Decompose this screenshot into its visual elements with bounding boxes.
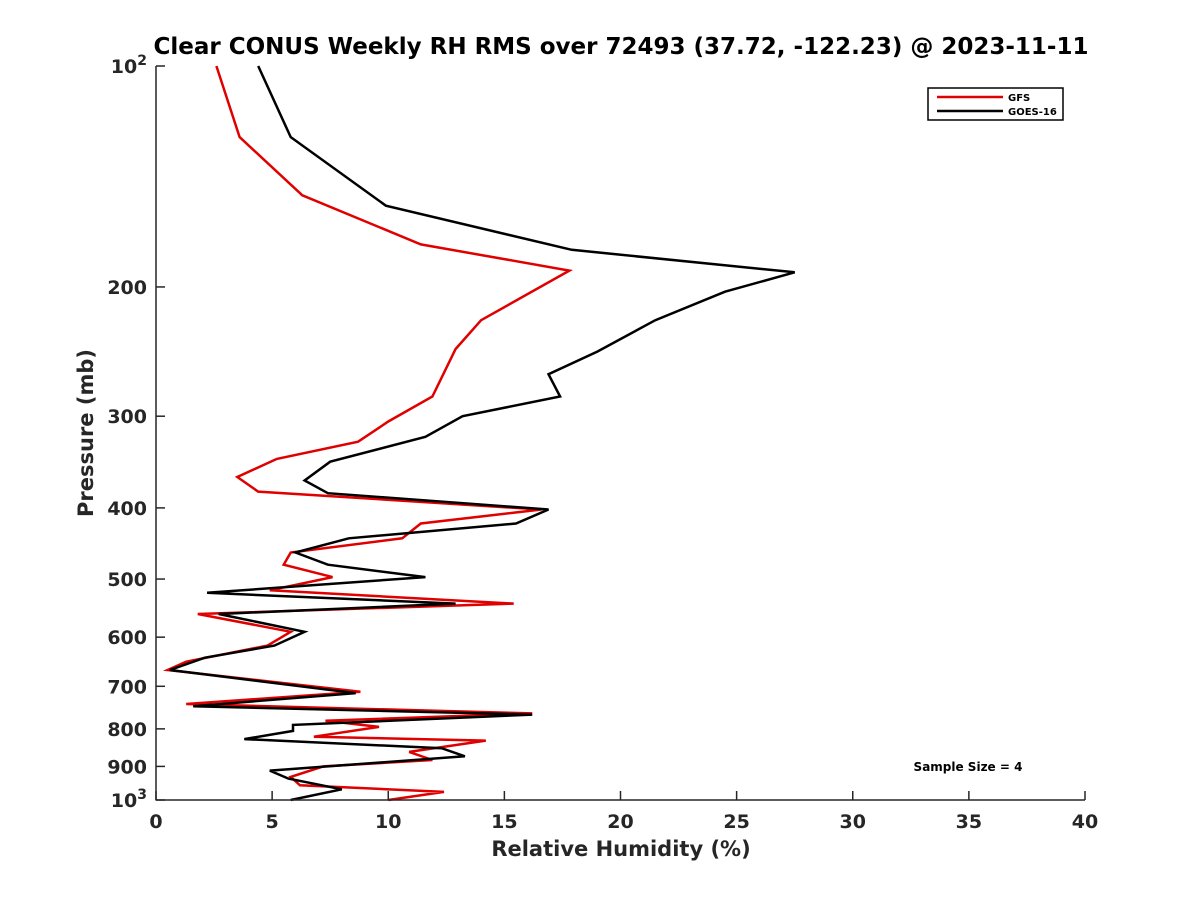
- legend-box: [927, 87, 1064, 121]
- x-tick-label: 5: [266, 811, 279, 833]
- x-tick-label: 35: [956, 811, 982, 833]
- x-tick-label: 20: [607, 811, 633, 833]
- y-tick-label: 200: [107, 277, 147, 299]
- y-tick-label: 900: [107, 756, 147, 778]
- x-tick-label: 10: [375, 811, 401, 833]
- y-tick-label: 103: [111, 787, 147, 812]
- x-tick-label: 15: [491, 811, 517, 833]
- legend: GFS GOES-16: [927, 87, 1064, 121]
- y-ticks-group: 102 200 300 400 500 600 700 800 900 103: [107, 53, 165, 812]
- x-tick-label: 25: [723, 811, 749, 833]
- x-tick-label: 40: [1072, 811, 1098, 833]
- x-axis-label: Relative Humidity (%): [491, 837, 750, 861]
- y-tick-label: 800: [107, 719, 147, 741]
- y-tick-label: 400: [107, 498, 147, 520]
- x-tick-label: 30: [840, 811, 866, 833]
- y-tick-label: 700: [107, 676, 147, 698]
- plot-series-group: [162, 65, 796, 802]
- y-tick-label: 500: [107, 569, 147, 591]
- x-ticks-group: 0 5 10 15 20 25 30 35 40: [149, 791, 1098, 833]
- series-line-gfs: [162, 65, 574, 802]
- legend-label-gfs: GFS: [1008, 93, 1030, 104]
- series-line-goes16: [169, 65, 796, 802]
- y-tick-label: 102: [111, 53, 147, 78]
- y-tick-label: 300: [107, 406, 147, 428]
- sample-size-annotation: Sample Size = 4: [914, 760, 1023, 774]
- chart-title: Clear CONUS Weekly RH RMS over 72493 (37…: [154, 34, 1089, 60]
- x-tick-label: 0: [149, 811, 162, 833]
- legend-label-goes16: GOES-16: [1008, 107, 1057, 118]
- y-tick-label: 600: [107, 627, 147, 649]
- y-axis-label: Pressure (mb): [74, 349, 98, 517]
